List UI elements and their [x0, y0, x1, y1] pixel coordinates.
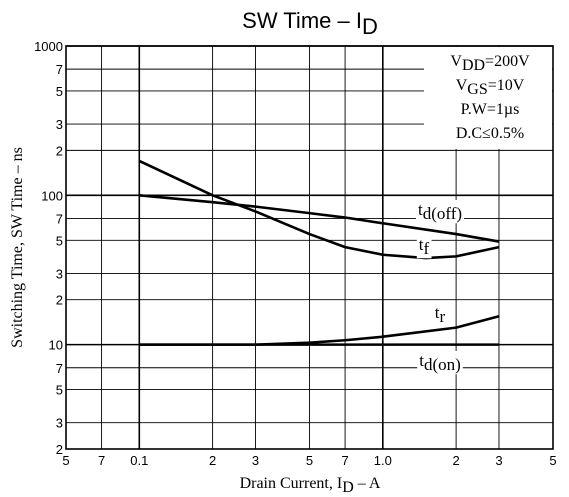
x-tick-label: 3: [495, 453, 502, 468]
y-axis-label-part: Switching Time, SW Time – ns: [9, 147, 26, 348]
y-tick-label: 7: [56, 361, 63, 376]
series-label-part: t: [419, 235, 424, 254]
x-tick-label: 3: [252, 453, 259, 468]
plot-frame: [65, 45, 554, 450]
y-axis-label: Switching Time, SW Time – ns: [9, 147, 26, 348]
line: [138, 159, 500, 260]
conditions-box: [424, 47, 552, 149]
series-label-bg: [416, 235, 432, 259]
x-tick-label: 5: [549, 453, 556, 468]
chart-title: SW Time – ID: [242, 8, 378, 39]
series-label-part: t: [435, 303, 440, 322]
y-tick-label: 3: [56, 416, 63, 431]
condition: D.C≤0.5%: [456, 125, 524, 142]
y-tick-label: 10: [49, 338, 63, 353]
condition-part: =200V: [485, 53, 530, 70]
x-tick-label: 2: [452, 453, 459, 468]
y-tick-label: 7: [56, 62, 63, 77]
series-label-bg: [415, 200, 465, 224]
condition-part: P.W=1µs: [461, 101, 520, 118]
chart-title-part: D: [362, 14, 378, 39]
condition: VDD=200V: [450, 53, 530, 74]
x-tick-label: 7: [98, 453, 105, 468]
chart-title-part: SW Time – I: [242, 8, 362, 33]
series-label-part: r: [440, 307, 446, 326]
y-tick-label: 2: [56, 442, 63, 457]
x-tick-label: 7: [341, 453, 348, 468]
y-tick-label: 1000: [34, 39, 63, 54]
line: [139, 194, 500, 243]
series-label: tr: [435, 303, 446, 326]
condition-part: DD: [462, 57, 485, 74]
condition: VGS=10V: [456, 77, 525, 98]
x-axis-label: Drain Current, ID – A: [240, 475, 381, 496]
series-label-part: t: [418, 200, 423, 219]
y-tick-label: 7: [56, 211, 63, 226]
series-label: td(on): [419, 351, 461, 374]
y-tick-label: 5: [56, 84, 63, 99]
condition-part: V: [450, 53, 462, 70]
series-label-part: d(on): [424, 355, 461, 374]
series-label-bg: [417, 351, 463, 375]
x-tick-label: 2: [209, 453, 216, 468]
y-tick-label: 5: [56, 383, 63, 398]
y-tick-label: 2: [56, 293, 63, 308]
series-label-part: d(off): [423, 204, 462, 223]
y-tick-label: 100: [41, 188, 63, 203]
x-axis-label-part: D: [342, 479, 354, 496]
y-tick-label: 3: [56, 266, 63, 281]
series-label: tf: [419, 235, 430, 258]
series-label-bg: [432, 303, 448, 327]
x-tick-label: 0.1: [130, 453, 148, 468]
series-label-part: f: [424, 239, 430, 258]
condition-part: V: [456, 77, 468, 94]
series-label: td(off): [418, 200, 462, 223]
condition: P.W=1µs: [461, 101, 520, 118]
x-tick-label: 1.0: [374, 453, 392, 468]
condition-part: GS: [467, 81, 487, 98]
y-tick-label: 3: [56, 117, 63, 132]
condition-part: =10V: [488, 77, 525, 94]
x-axis-label-part: Drain Current, I: [240, 475, 343, 492]
x-tick-label: 5: [306, 453, 313, 468]
y-tick-label: 5: [56, 233, 63, 248]
x-axis-label-part: – A: [354, 475, 381, 492]
y-tick-label: 2: [56, 143, 63, 158]
series-label-part: t: [419, 351, 424, 370]
condition-part: D.C≤0.5%: [456, 125, 524, 142]
x-tick-label: 5: [62, 453, 69, 468]
